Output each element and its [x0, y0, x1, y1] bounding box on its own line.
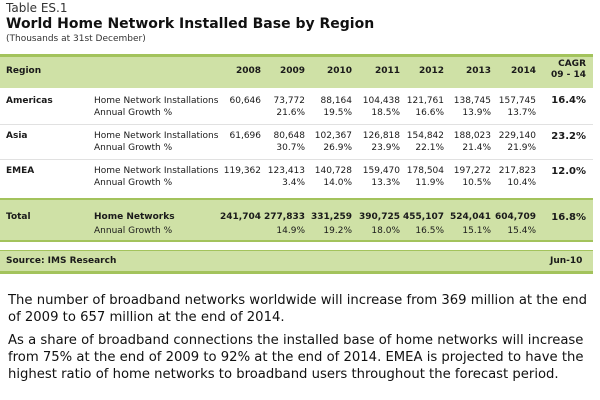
- cagr-value: 16.8%: [551, 212, 586, 223]
- table-cell: 123,413: [267, 166, 305, 176]
- table-cell: 455,107: [403, 212, 444, 222]
- row-divider: [0, 159, 593, 160]
- table-cell: 21.9%: [507, 143, 536, 153]
- cagr-value: 23.2%: [551, 131, 586, 142]
- table-cell: 241,704: [220, 212, 261, 222]
- table-cell: 197,272: [453, 166, 491, 176]
- table-cell: 277,833: [264, 212, 305, 222]
- table-cell: 14.9%: [276, 226, 305, 236]
- table-cell: 229,140: [498, 131, 536, 141]
- table-cell: 80,648: [273, 131, 306, 141]
- table-cell: 19.5%: [323, 108, 352, 118]
- table-title: World Home Network Installed Base by Reg…: [6, 16, 375, 32]
- table-cell: 126,818: [362, 131, 400, 141]
- table-date: Jun-10: [550, 256, 583, 266]
- table-cell: 88,164: [320, 96, 353, 106]
- header-year: 2012: [418, 66, 444, 76]
- table-cell: 159,470: [362, 166, 400, 176]
- table-cell: 3.4%: [282, 178, 305, 188]
- table-cell: 30.7%: [276, 143, 305, 153]
- table-cell: 15.1%: [462, 226, 491, 236]
- header-cagr-period: 09 - 14: [550, 70, 586, 80]
- table-cell: 21.6%: [276, 108, 305, 118]
- table-header-bar: [0, 54, 593, 88]
- table-cell: 217,823: [498, 166, 536, 176]
- table-cell: 102,367: [314, 131, 352, 141]
- table-cell: 26.9%: [323, 143, 352, 153]
- header-region: Region: [6, 66, 42, 76]
- table-cell: 16.5%: [415, 226, 444, 236]
- table-label: Table ES.1: [6, 1, 68, 15]
- table-cell: 524,041: [450, 212, 491, 222]
- cagr-value: 12.0%: [551, 166, 586, 177]
- table-cell: 604,709: [495, 212, 536, 222]
- table-cell: 22.1%: [415, 143, 444, 153]
- table-cell: 16.6%: [415, 108, 444, 118]
- table-cell: 140,728: [314, 166, 352, 176]
- table-cell: 390,725: [359, 212, 400, 222]
- metric-label: Annual Growth %: [94, 178, 173, 188]
- header-year: 2013: [465, 66, 491, 76]
- table-subtitle: (Thousands at 31st December): [6, 34, 146, 44]
- table-cell: 19.2%: [323, 226, 352, 236]
- metric-label: Annual Growth %: [94, 143, 173, 153]
- table-cell: 13.9%: [462, 108, 491, 118]
- metric-label: Home Network Installations: [94, 131, 219, 141]
- body-paragraph: The number of broadband networks worldwi…: [8, 293, 587, 325]
- table-cell: 23.9%: [371, 143, 400, 153]
- table-cell: 178,504: [406, 166, 444, 176]
- table-cell: 73,772: [273, 96, 306, 106]
- region-name: EMEA: [6, 166, 35, 176]
- table-footer-bar: [0, 250, 593, 274]
- table-cell: 13.7%: [507, 108, 536, 118]
- table-cell: 61,696: [229, 131, 262, 141]
- region-name: Total: [6, 212, 31, 222]
- table-cell: 18.5%: [371, 108, 400, 118]
- table-cell: 138,745: [453, 96, 491, 106]
- table-cell: 18.0%: [371, 226, 400, 236]
- metric-label: Home Networks: [94, 212, 175, 222]
- table-cell: 13.3%: [371, 178, 400, 188]
- table-cell: 121,761: [406, 96, 444, 106]
- table-cell: 10.5%: [462, 178, 491, 188]
- table-cell: 15.4%: [507, 226, 536, 236]
- header-year: 2010: [326, 66, 352, 76]
- table-cell: 14.0%: [323, 178, 352, 188]
- header-year: 2009: [279, 66, 305, 76]
- region-name: Asia: [6, 131, 28, 141]
- table-cell: 10.4%: [507, 178, 536, 188]
- region-name: Americas: [6, 96, 53, 106]
- total-row-bar: [0, 198, 593, 242]
- header-year: 2011: [374, 66, 400, 76]
- header-year: 2008: [235, 66, 261, 76]
- table-cell: 21.4%: [462, 143, 491, 153]
- table-cell: 119,362: [223, 166, 261, 176]
- source-note: Source: IMS Research: [6, 256, 117, 266]
- metric-label: Annual Growth %: [94, 226, 173, 236]
- header-year: 2014: [510, 66, 536, 76]
- table-cell: 157,745: [498, 96, 536, 106]
- table-cell: 331,259: [311, 212, 352, 222]
- table-cell: 188,023: [453, 131, 491, 141]
- table-cell: 11.9%: [415, 178, 444, 188]
- body-paragraph: As a share of broadband connections the …: [8, 333, 584, 382]
- table-cell: 60,646: [229, 96, 262, 106]
- table-cell: 104,438: [362, 96, 400, 106]
- metric-label: Home Network Installations: [94, 166, 219, 176]
- header-cagr: CAGR: [558, 59, 586, 69]
- metric-label: Annual Growth %: [94, 108, 173, 118]
- table-cell: 154,842: [406, 131, 444, 141]
- row-divider: [0, 124, 593, 125]
- metric-label: Home Network Installations: [94, 96, 219, 106]
- cagr-value: 16.4%: [551, 95, 586, 106]
